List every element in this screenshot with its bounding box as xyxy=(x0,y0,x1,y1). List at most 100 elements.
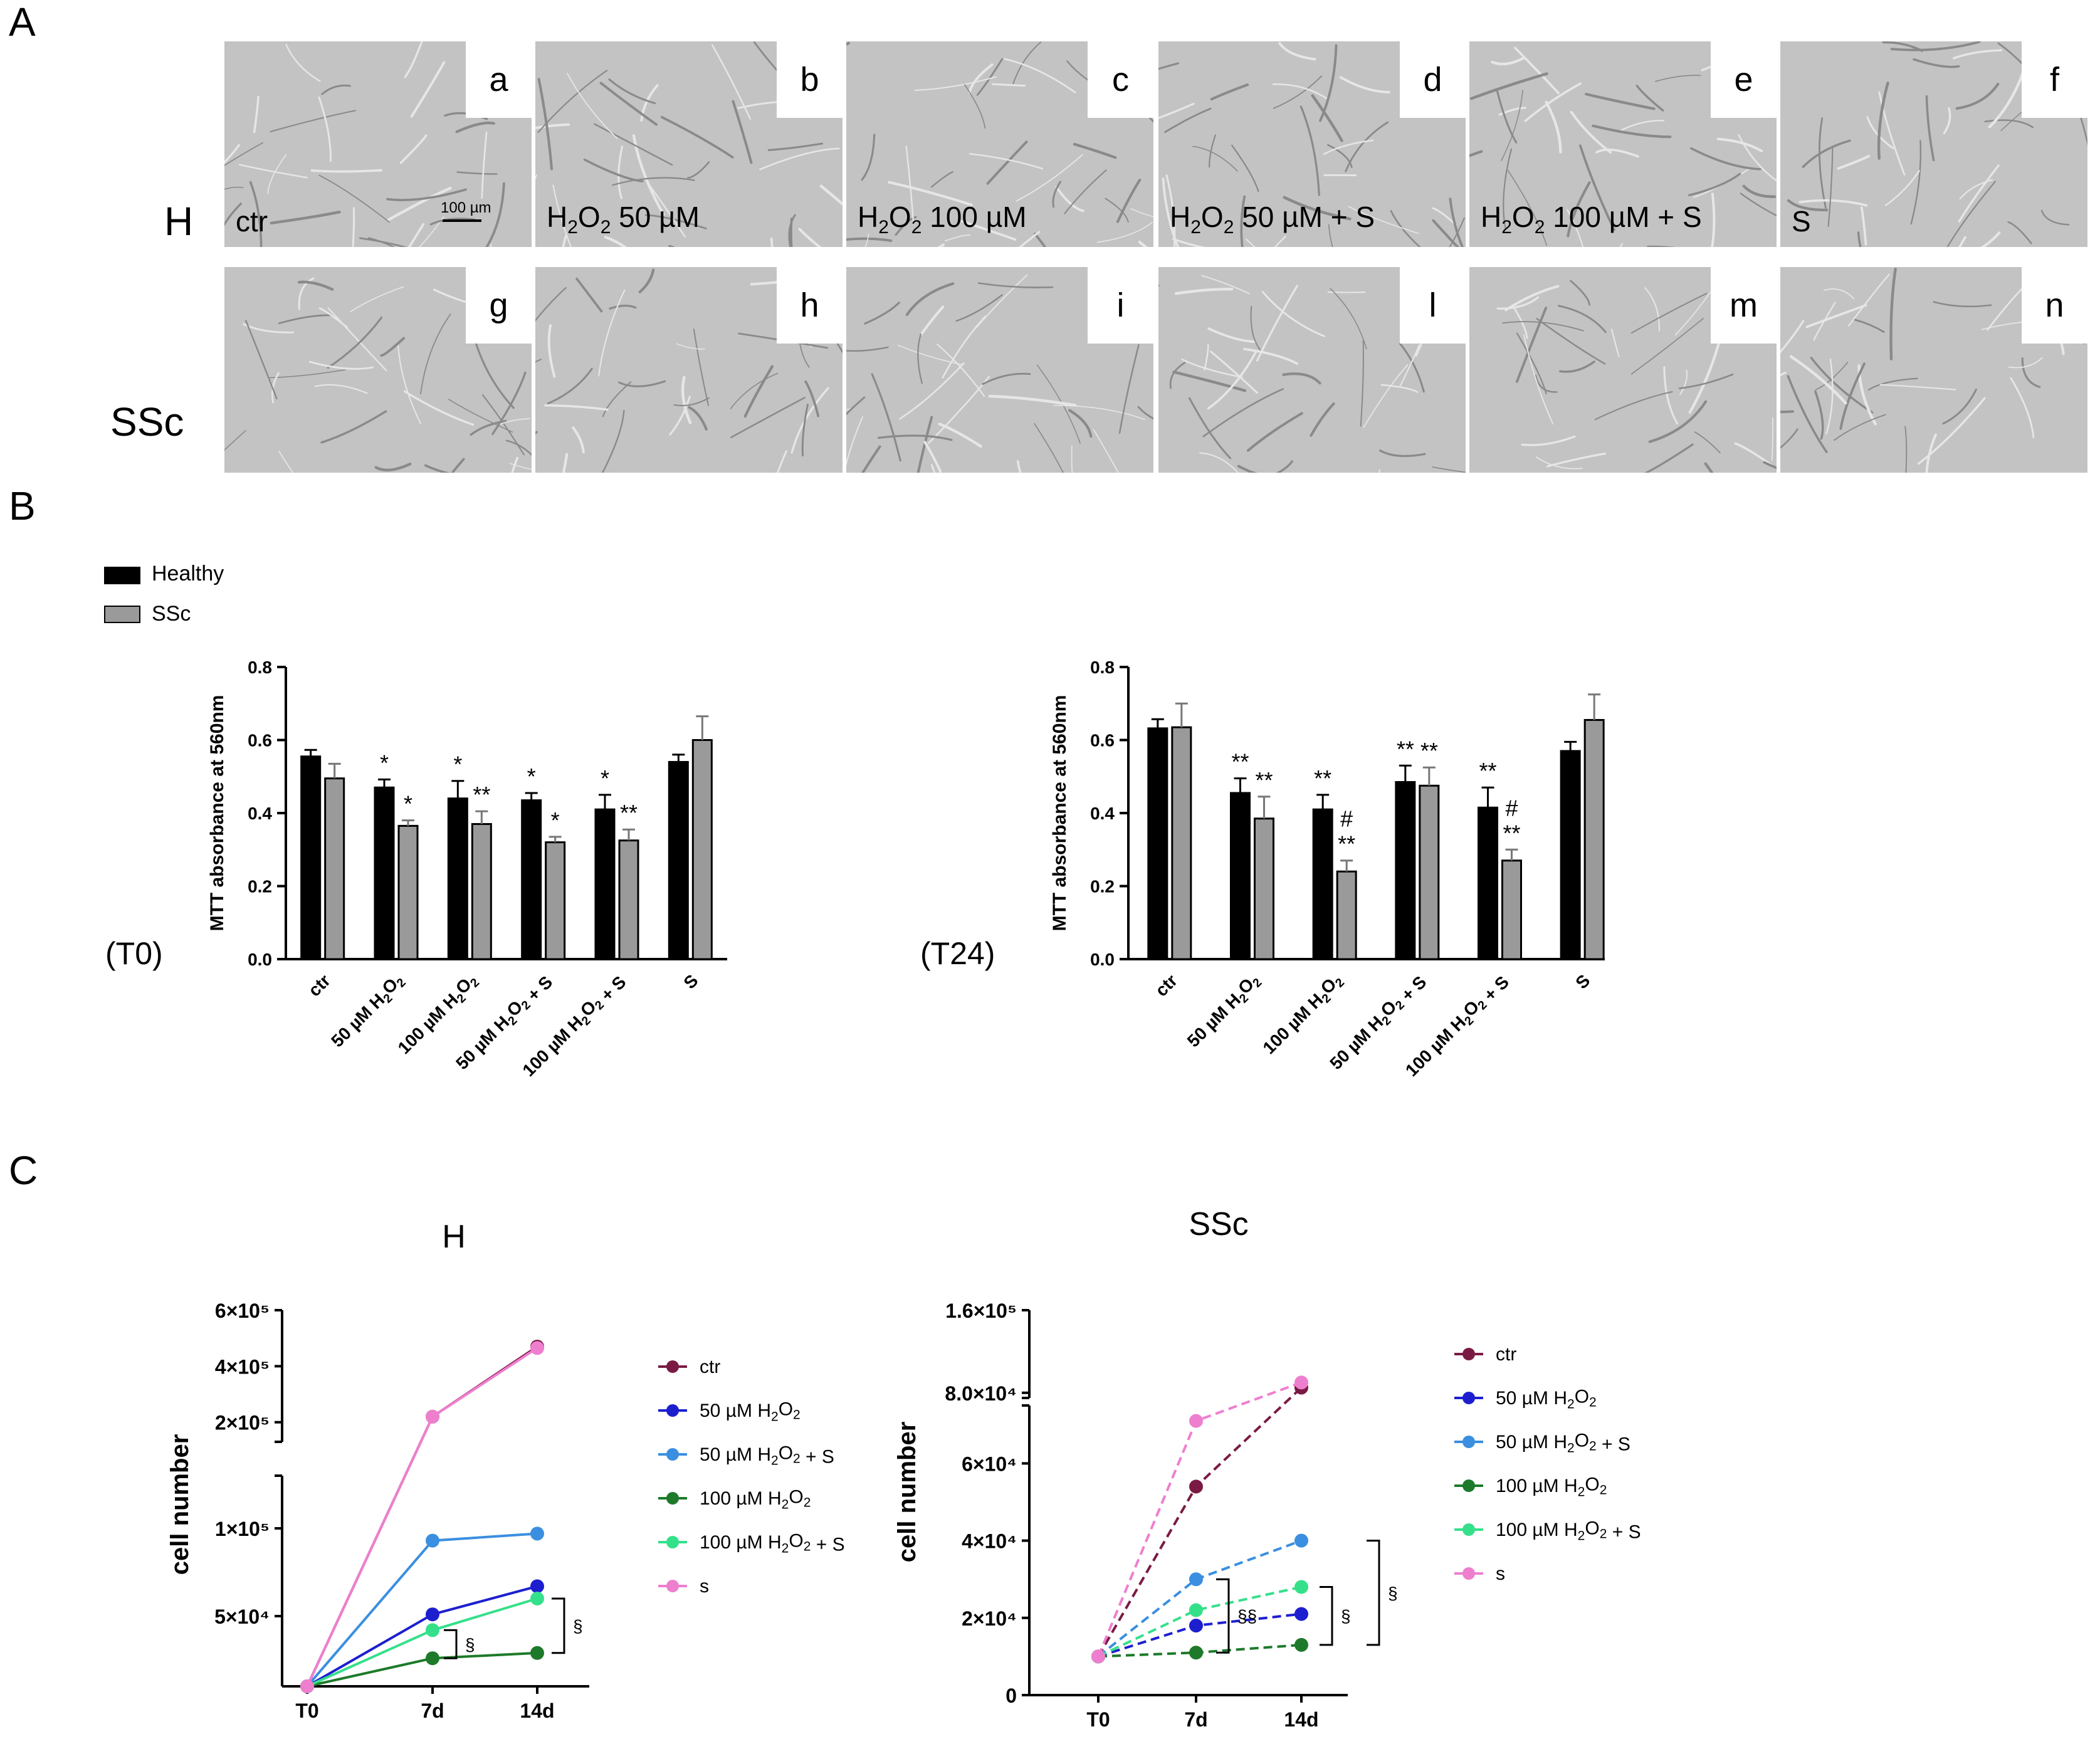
cell-streak xyxy=(1496,296,1540,310)
cell-streak xyxy=(1202,388,1284,438)
bar-healthy xyxy=(447,797,468,960)
cell-streak xyxy=(1818,117,1827,209)
legend-marker xyxy=(1462,1348,1475,1360)
cell-streak xyxy=(801,403,809,456)
cell-texture xyxy=(846,274,1153,473)
cell-streak xyxy=(1513,306,1528,339)
cell-streak xyxy=(2008,357,2043,369)
cell-streak xyxy=(1207,327,1256,343)
bar-ssc xyxy=(1254,817,1274,960)
cell-streak xyxy=(509,463,532,470)
cell-texture xyxy=(1469,44,1777,247)
cell-streak xyxy=(397,345,421,424)
bar-ssc xyxy=(1171,726,1192,960)
legend-marker xyxy=(666,1404,679,1417)
cell-streak xyxy=(403,390,475,426)
cell-streak xyxy=(988,394,1077,407)
cell-streak xyxy=(1502,321,1584,332)
cell-streak xyxy=(1933,301,1992,308)
cell-streak xyxy=(1780,428,1798,449)
cell-streak xyxy=(1276,460,1294,473)
bar-chart-t24: (T24) MTT absorbance at 560nm 0.0 0.2 0.4 0.6… xyxy=(920,658,1605,1080)
cell-streak xyxy=(618,380,666,387)
legend-label: ctr xyxy=(1496,1344,1516,1365)
cell-streak xyxy=(688,406,708,431)
cell-streak xyxy=(673,397,710,407)
cell-streak xyxy=(1138,240,1148,247)
cell-streak xyxy=(1328,224,1333,247)
micrograph-condition-label: S xyxy=(1792,205,1811,238)
cell-streak xyxy=(871,373,901,462)
micrograph-g: g xyxy=(224,267,532,473)
cell-streak xyxy=(676,343,705,350)
cell-streak xyxy=(547,324,556,378)
cell-streak xyxy=(1854,318,1885,333)
cell-streak xyxy=(535,287,567,322)
panel-letter-a: A xyxy=(9,0,36,45)
cell-streak xyxy=(1567,209,1584,247)
cell-streak xyxy=(1780,371,1787,377)
cell-streak xyxy=(1174,287,1234,295)
micrograph-h: h xyxy=(535,267,843,473)
cell-streak xyxy=(1137,406,1153,420)
y-tick-label: 0.0 xyxy=(248,950,272,969)
cell-streak xyxy=(359,237,408,247)
cell-streak xyxy=(1231,144,1259,192)
micrograph-letter: e xyxy=(1711,41,1777,118)
data-point xyxy=(1189,1646,1203,1660)
bar-ssc xyxy=(397,824,419,960)
cell-streak xyxy=(429,218,476,226)
cell-streak xyxy=(1655,75,1701,82)
data-point xyxy=(530,1646,544,1660)
cell-streak xyxy=(1771,417,1774,461)
legend-swatch-healthy xyxy=(104,567,140,584)
y-axis-label: MTT absorbance at 560nm xyxy=(1049,695,1070,932)
cell-streak xyxy=(1567,181,1591,238)
cell-streak xyxy=(1192,145,1238,172)
cell-streak xyxy=(992,83,1026,87)
bar-ssc xyxy=(1336,870,1357,960)
cell-streak xyxy=(1802,139,1851,169)
cell-streak xyxy=(1738,134,1777,182)
bar-ssc xyxy=(618,839,639,960)
cell-streak xyxy=(1814,390,1824,440)
cell-streak xyxy=(1570,110,1612,154)
row-label-ssc: SSc xyxy=(110,399,184,444)
cell-streak xyxy=(1380,384,1419,393)
cell-streak xyxy=(1619,243,1623,247)
cell-streak xyxy=(352,207,355,247)
cell-streak xyxy=(1882,41,1923,52)
x-tick-label: 100 µM H2O2 xyxy=(1258,969,1348,1059)
y-tick-label: 0.4 xyxy=(248,804,272,823)
cell-streak xyxy=(1210,83,1249,101)
cell-streak xyxy=(327,316,383,369)
data-point xyxy=(1189,1479,1203,1494)
scale-bar xyxy=(443,219,481,222)
cell-streak xyxy=(730,396,806,438)
cell-streak xyxy=(930,464,936,473)
cell-streak xyxy=(930,171,953,188)
cell-streak xyxy=(1889,268,1897,360)
data-point xyxy=(426,1623,439,1637)
cell-streak xyxy=(1390,210,1421,247)
cell-streak xyxy=(1798,199,1868,207)
data-point xyxy=(530,1592,544,1605)
cell-streak xyxy=(245,320,278,399)
cell-streak xyxy=(1278,42,1316,61)
legend-marker xyxy=(666,1448,679,1461)
cell-streak xyxy=(2010,377,2035,439)
cell-streak xyxy=(917,333,923,384)
series-line-50-M-H2O2-S xyxy=(1097,1539,1302,1657)
legend-label: 50 µM H2O2 + S xyxy=(700,1442,834,1468)
cell-streak xyxy=(253,95,260,134)
micrograph-i: i xyxy=(846,267,1153,473)
bar-ssc xyxy=(1501,859,1522,960)
significance-mark: §§ xyxy=(1237,1607,1257,1626)
cell-streak xyxy=(767,142,824,151)
cell-streak xyxy=(846,416,863,466)
cell-streak xyxy=(1018,231,1041,247)
cell-streak xyxy=(1158,102,1195,120)
cell-texture xyxy=(535,268,843,473)
cell-streak xyxy=(1345,121,1389,172)
legend-label: 50 µM H2O2 xyxy=(700,1399,801,1424)
